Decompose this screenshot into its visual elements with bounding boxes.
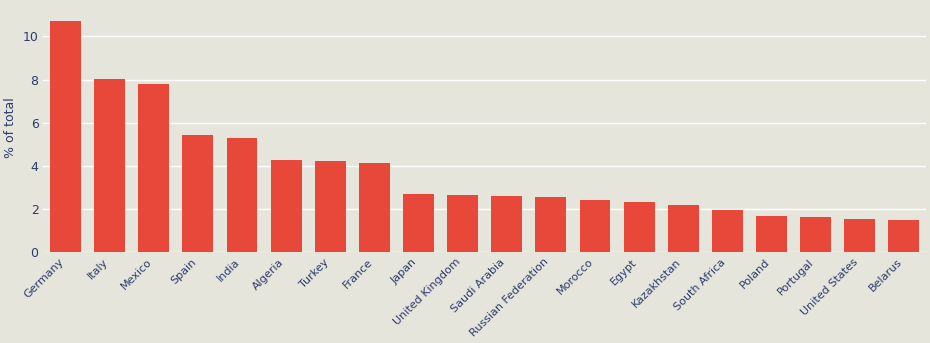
Bar: [94, 79, 125, 252]
Bar: [756, 216, 787, 252]
Bar: [624, 202, 655, 252]
Bar: [844, 219, 875, 252]
Bar: [139, 84, 169, 252]
Bar: [359, 163, 390, 252]
Bar: [447, 195, 478, 252]
Bar: [403, 194, 434, 252]
Bar: [711, 210, 743, 252]
Bar: [491, 196, 522, 252]
Bar: [227, 138, 258, 252]
Bar: [888, 220, 919, 252]
Bar: [182, 134, 213, 252]
Bar: [800, 217, 831, 252]
Bar: [668, 204, 698, 252]
Bar: [536, 197, 566, 252]
Y-axis label: % of total: % of total: [4, 98, 17, 158]
Bar: [50, 21, 81, 252]
Bar: [314, 162, 346, 252]
Bar: [579, 200, 610, 252]
Bar: [271, 161, 301, 252]
